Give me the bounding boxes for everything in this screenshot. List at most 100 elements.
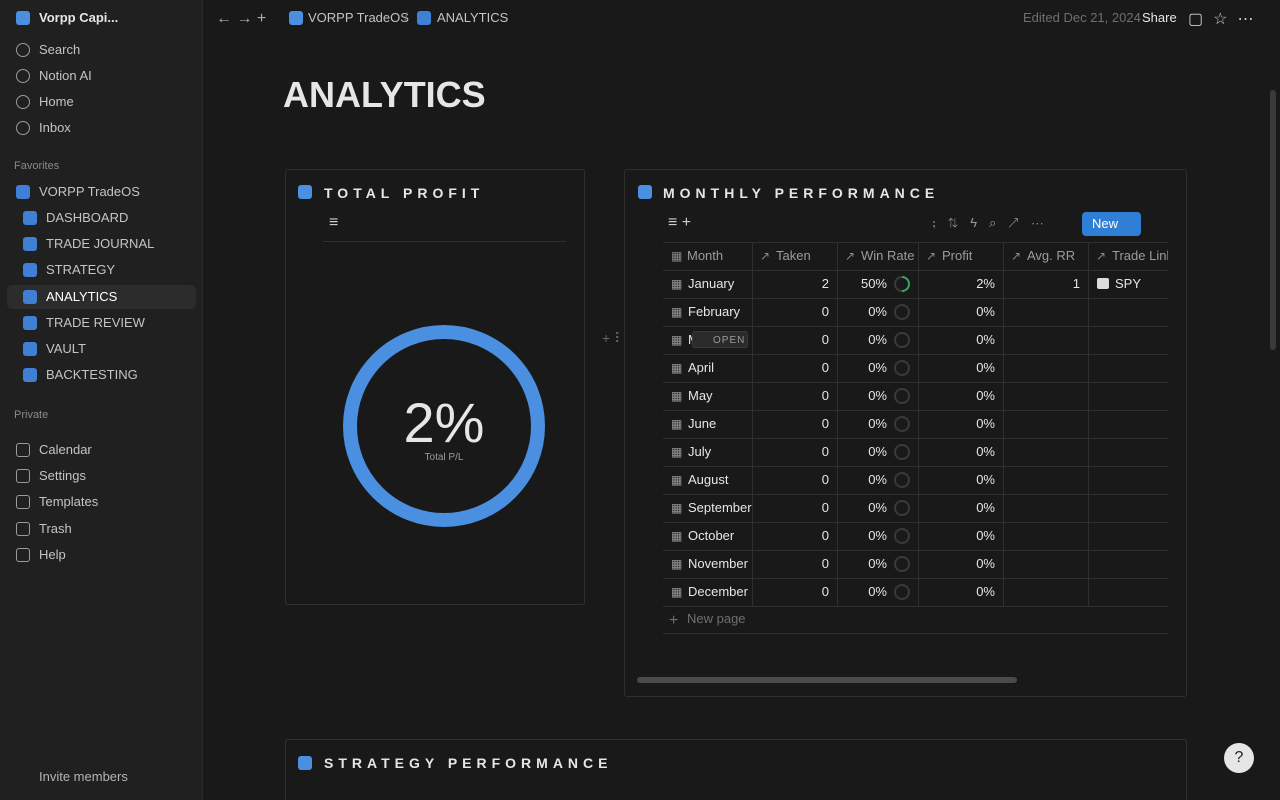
breadcrumb-sep: / [404, 10, 408, 25]
favorite-item[interactable]: TRADE REVIEW [46, 315, 145, 330]
column-header[interactable]: Taken [776, 248, 811, 263]
nav-icon [16, 43, 30, 57]
favorite-item[interactable]: VAULT [46, 341, 86, 356]
column-header[interactable]: Trade Link [1112, 248, 1168, 263]
strategy-card [285, 739, 1187, 800]
new-page[interactable]: New page [687, 611, 746, 626]
cell: 0% [976, 556, 995, 571]
nav-arrows: ← → + [216, 10, 267, 27]
sidebar [0, 0, 203, 800]
toolbar-icons[interactable]: ⨟⇅ϟ⌕↗⋯ [932, 215, 1056, 230]
column-header[interactable]: Profit [942, 248, 973, 263]
month-cell[interactable]: July [688, 444, 712, 459]
col-border [1003, 242, 1004, 606]
card-icon [298, 756, 312, 770]
progress-ring [894, 360, 910, 376]
row-icon: ▦ [671, 333, 683, 347]
row-icon: ▦ [671, 557, 683, 571]
month-cell[interactable]: October [688, 528, 735, 543]
column-header[interactable]: Win Rate [861, 248, 915, 263]
help-button[interactable]: ? [1224, 743, 1254, 773]
nav-icon [16, 522, 30, 536]
nav-icon [16, 469, 30, 483]
cell: 2% [976, 276, 995, 291]
cell: 0% [868, 332, 887, 347]
section-label: Favorites [14, 160, 60, 172]
cell: 0% [976, 304, 995, 319]
row-line [663, 382, 1168, 383]
link-cell[interactable]: SPY [1115, 276, 1142, 291]
crumb-icon [289, 11, 303, 25]
month-cell[interactable]: September [688, 500, 752, 515]
cell: 0% [868, 388, 887, 403]
ring-track [894, 444, 910, 460]
nav-item[interactable]: Notion AI [39, 68, 92, 83]
nav-icon [16, 121, 30, 135]
favorite-item[interactable]: TRADE JOURNAL [46, 236, 155, 251]
progress-ring [894, 444, 910, 460]
favorite-item[interactable]: VORPP TradeOS [39, 184, 140, 199]
cell: 0 [821, 332, 829, 347]
private-item[interactable]: Settings [39, 468, 86, 483]
favorite-item[interactable]: DASHBOARD [46, 210, 129, 225]
private-item[interactable]: Help [39, 547, 66, 562]
favorite-item[interactable]: STRATEGY [46, 262, 116, 277]
nav-item[interactable]: Home [39, 94, 74, 109]
row-icon: ▦ [671, 445, 683, 459]
month-cell[interactable]: January [688, 276, 735, 291]
favorite-item[interactable]: ANALYTICS [46, 289, 118, 304]
month-cell[interactable]: June [688, 416, 717, 431]
month-cell[interactable]: May [688, 388, 713, 403]
favorite-item[interactable]: BACKTESTING [46, 367, 138, 382]
new-button[interactable]: New [1082, 212, 1141, 236]
month-cell[interactable]: August [688, 472, 729, 487]
cell: 0% [868, 500, 887, 515]
month-cell[interactable]: April [688, 360, 715, 375]
top-icons: ▢☆⋯ [1188, 11, 1264, 28]
row-line [663, 298, 1168, 299]
row-line [663, 578, 1168, 579]
menu-icon[interactable]: ≡ [329, 214, 339, 231]
month-cell[interactable]: November [688, 556, 748, 571]
card-heading: TOTAL PROFIT [324, 185, 485, 201]
col-border [837, 242, 838, 606]
fav-icon [23, 316, 37, 330]
menu-icon[interactable]: ≡ + [668, 214, 692, 231]
cell: 0 [821, 416, 829, 431]
cell: 0% [868, 556, 887, 571]
invite[interactable]: Invite members [39, 769, 128, 784]
new-page-plus[interactable]: + [669, 612, 679, 629]
cell: 0% [868, 472, 887, 487]
private-item[interactable]: Trash [39, 521, 72, 536]
share[interactable]: Share [1142, 10, 1177, 25]
cell: 0% [868, 304, 887, 319]
fav-icon [23, 342, 37, 356]
cell: 0 [821, 584, 829, 599]
month-cell[interactable]: December [688, 584, 748, 599]
card-icon [298, 185, 312, 199]
progress-ring [894, 472, 910, 488]
private-item[interactable]: Templates [39, 494, 99, 509]
row-handles[interactable]: + ⠇ [602, 330, 625, 346]
breadcrumb[interactable]: ANALYTICS [437, 10, 509, 25]
row-line [663, 438, 1168, 439]
scrollbar [637, 677, 1017, 683]
row-icon: ▦ [671, 305, 683, 319]
fav-icon [16, 185, 30, 199]
col-icon: ▦ [671, 249, 683, 263]
card-heading: STRATEGY PERFORMANCE [324, 755, 613, 771]
row-icon: ▦ [671, 277, 683, 291]
breadcrumb[interactable]: VORPP TradeOS [308, 10, 409, 25]
workspace-name[interactable]: Vorpp Capi... [39, 10, 119, 25]
progress-ring [894, 388, 910, 404]
column-header[interactable]: Avg. RR [1027, 248, 1076, 263]
column-header[interactable]: Month [687, 248, 724, 263]
ring-track [894, 584, 910, 600]
open-button[interactable]: OPEN [692, 331, 748, 348]
month-cell[interactable]: February [688, 304, 741, 319]
cell: 0% [976, 416, 995, 431]
private-item[interactable]: Calendar [39, 442, 92, 457]
nav-item[interactable]: Search [39, 42, 81, 57]
nav-item[interactable]: Inbox [39, 120, 71, 135]
